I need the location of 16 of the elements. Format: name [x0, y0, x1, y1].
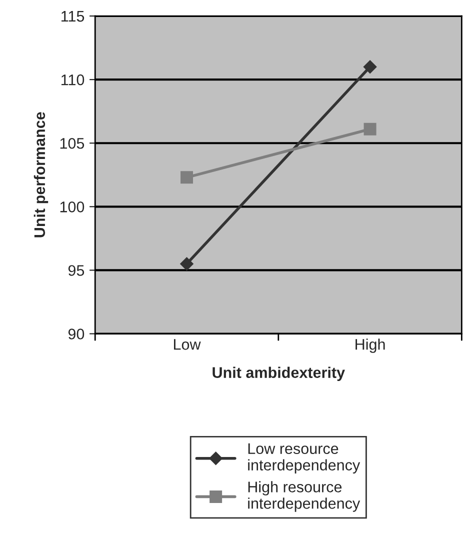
- x-tick-label: High: [356, 338, 385, 353]
- y-tick-label: 110: [62, 74, 84, 86]
- y-tick-label: 90: [68, 328, 84, 340]
- point: [180, 171, 194, 184]
- y-tick-label: 115: [62, 11, 84, 22]
- legend-label: High resource interdependency: [248, 481, 360, 512]
- x-axis-title: Unit ambidexterity: [212, 366, 345, 381]
- x-tick-label: Low: [174, 339, 201, 350]
- point: [180, 257, 194, 270]
- y-tick-label: 100: [60, 202, 84, 212]
- y-tick-label: 105: [60, 138, 84, 149]
- y-axis-title: Unit performance: [34, 112, 48, 238]
- point: [363, 60, 377, 74]
- legend-label: Low resource interdependency: [248, 443, 360, 474]
- point: [364, 122, 376, 136]
- y-tick-label: 95: [68, 265, 84, 276]
